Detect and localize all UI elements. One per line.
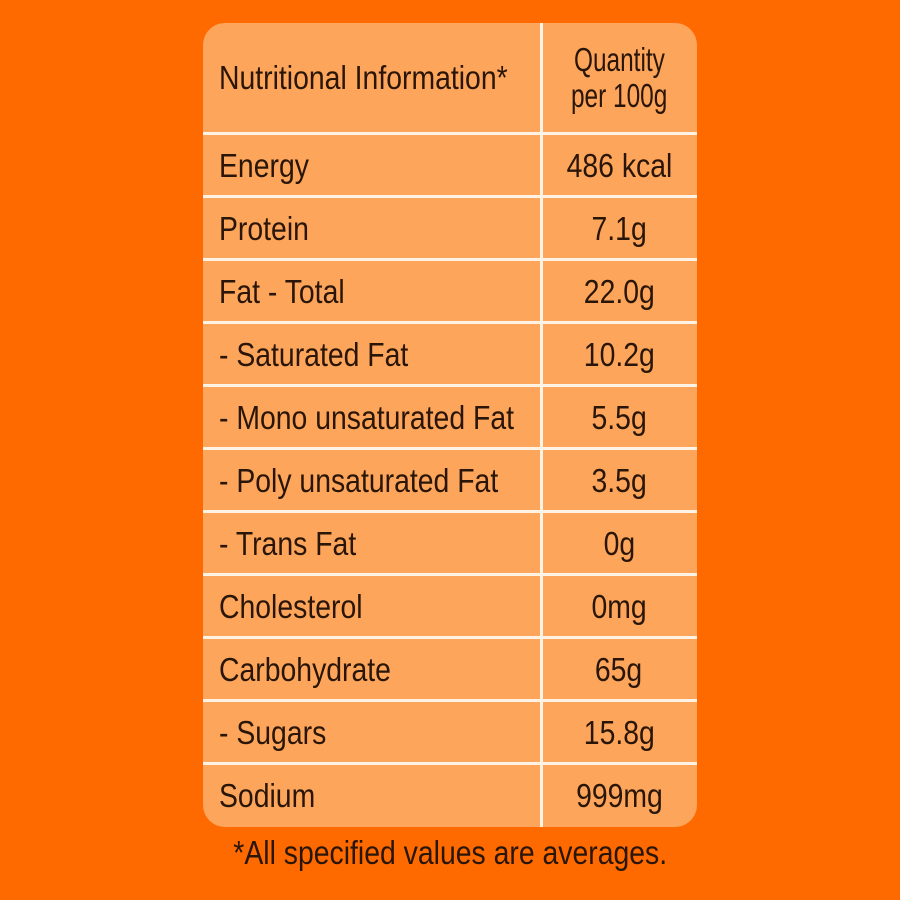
nutrient-name: - Saturated Fat: [219, 335, 409, 373]
nutrient-value: 3.5g: [591, 461, 647, 499]
nutrient-value: 0g: [603, 524, 635, 562]
header-nutrient: Nutritional Information*: [219, 59, 508, 96]
nutrient-name: - Mono unsaturated Fat: [219, 398, 515, 436]
nutrient-value: 65g: [595, 650, 643, 688]
nutrient-name: Protein: [219, 209, 309, 247]
nutrient-value: 5.5g: [591, 398, 647, 436]
nutrient-value: 999mg: [575, 777, 663, 814]
nutrient-value: 22.0g: [583, 272, 655, 310]
table-row: Carbohydrate 65g: [203, 636, 697, 700]
nutrient-value: 486 kcal: [566, 146, 672, 184]
table-header-row: Nutritional Information* Quantity per 100…: [203, 23, 697, 133]
column-divider: [540, 23, 543, 827]
table-row: Fat - Total 22.0g: [203, 258, 697, 322]
nutrient-value: 7.1g: [591, 209, 647, 247]
nutrient-name: Energy: [219, 146, 309, 184]
nutrition-table: Nutritional Information* Quantity per 100…: [203, 23, 697, 827]
footnote: *All specified values are averages.: [233, 834, 667, 871]
nutrient-name: Carbohydrate: [219, 650, 391, 688]
table-row: Protein 7.1g: [203, 195, 697, 259]
nutrient-name: - Sugars: [219, 713, 327, 751]
table-row: Cholesterol 0mg: [203, 573, 697, 637]
nutrient-name: Fat - Total: [219, 272, 345, 310]
nutrient-value: 15.8g: [583, 713, 655, 751]
table-row: Energy 486 kcal: [203, 132, 697, 196]
header-quantity-line2: per 100g: [570, 77, 668, 114]
table-row: - Mono unsaturated Fat 5.5g: [203, 384, 697, 448]
nutrient-name: - Trans Fat: [219, 524, 357, 562]
header-quantity: Quantity per 100g: [541, 23, 697, 133]
table-row: - Poly unsaturated Fat 3.5g: [203, 447, 697, 511]
nutrient-name: Cholesterol: [219, 587, 363, 625]
table-row: - Sugars 15.8g: [203, 699, 697, 763]
table-row: - Trans Fat 0g: [203, 510, 697, 574]
nutrient-value: 0mg: [591, 587, 647, 625]
nutrient-name: Sodium: [219, 777, 316, 814]
table-row: - Saturated Fat 10.2g: [203, 321, 697, 385]
header-quantity-line1: Quantity: [573, 41, 665, 78]
nutrient-value: 10.2g: [583, 335, 655, 373]
nutrient-name: - Poly unsaturated Fat: [219, 461, 499, 499]
table-row: Sodium 999mg: [203, 762, 697, 827]
